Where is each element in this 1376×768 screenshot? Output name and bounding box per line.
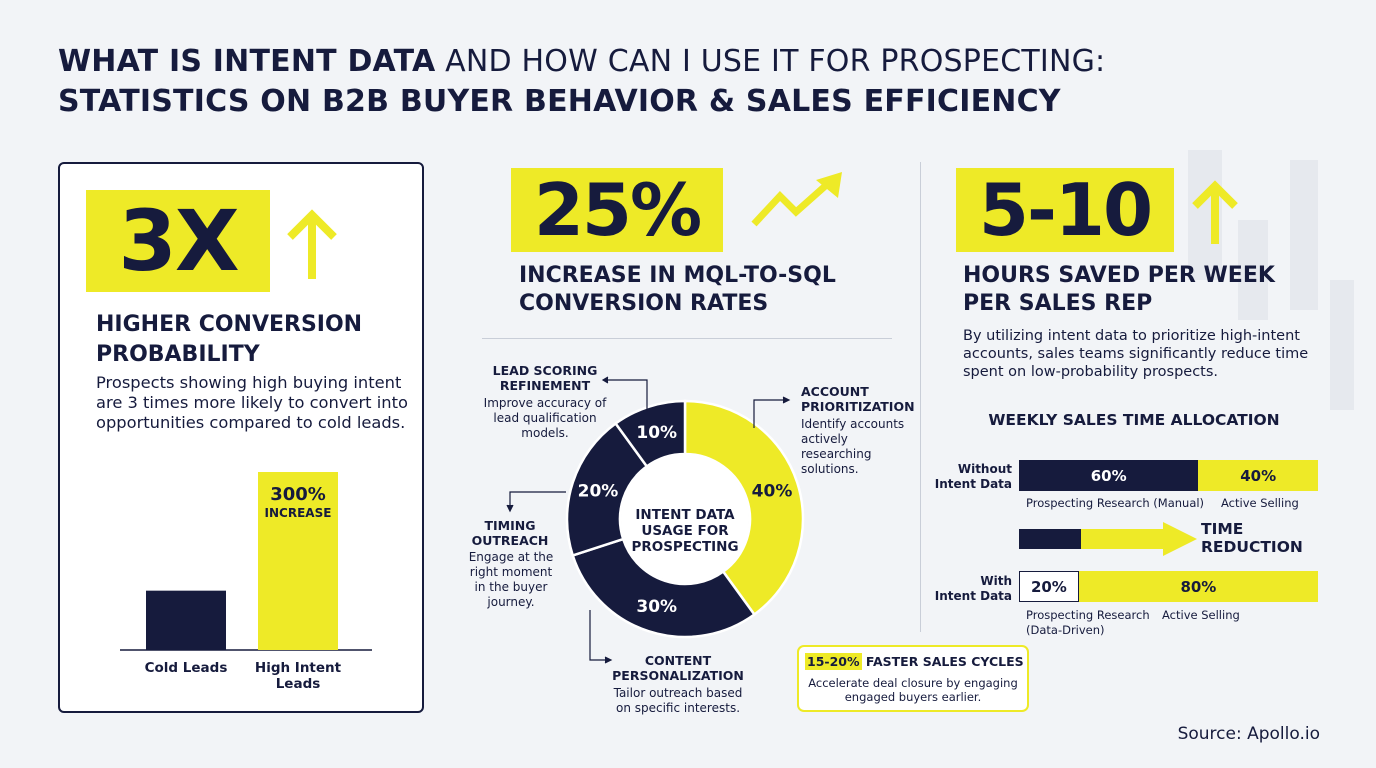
page-title: WHAT IS INTENT DATA AND HOW CAN I USE IT… — [58, 44, 1106, 119]
callout-connectors — [506, 376, 791, 664]
bar-2 — [258, 472, 338, 650]
stat-5-10-value: 5-10 — [956, 168, 1174, 252]
stat-25-heading: INCREASE IN MQL-TO-SQL CONVERSION RATES — [519, 263, 836, 316]
bar-category-label: Cold Leads — [145, 660, 228, 676]
source-label: Source: Apollo.io — [1177, 724, 1320, 744]
bar-category-label: Leads — [276, 676, 321, 692]
donut-value-label: 20% — [578, 482, 619, 502]
faster-sales-heading: 15-20% FASTER SALES CYCLES — [805, 653, 1024, 670]
stat-3x-heading: HIGHER CONVERSION PROBABILITY — [96, 312, 363, 367]
weekly-allocation-title: WEEKLY SALES TIME ALLOCATION — [988, 411, 1280, 429]
background-candle — [1330, 280, 1354, 410]
stacked-segment: 60% — [1019, 460, 1199, 491]
donut-center — [621, 455, 749, 583]
donut-slice-content — [571, 537, 757, 639]
time-reduction-arrow-icon — [1019, 522, 1197, 556]
donut-slice-lead-scoring — [613, 399, 687, 469]
background-candle — [1238, 220, 1268, 320]
stat-25-value: 25% — [511, 168, 723, 252]
donut-value-label: 10% — [636, 423, 677, 443]
with-sub-selling: Active Selling — [1162, 608, 1240, 622]
up-arrow-icon — [1192, 180, 1238, 244]
faster-sales-description: Accelerate deal closure by engaging enga… — [808, 676, 1018, 704]
bar-1 — [146, 590, 226, 650]
stacked-segment: 40% — [1198, 460, 1318, 491]
bar-increase-label: INCREASE — [265, 506, 332, 520]
stat-5-10-heading: HOURS SAVED PER WEEK PER SALES REP — [963, 263, 1275, 316]
column-divider — [920, 162, 921, 632]
donut-center-label: INTENT DATA USAGE FOR PROSPECTING — [631, 507, 739, 555]
stacked-segment: 80% — [1078, 571, 1318, 602]
without-intent-label: Without Intent Data — [934, 462, 1012, 491]
bar-value-label: 300% — [270, 484, 326, 505]
donut-slice-account — [683, 399, 805, 617]
up-arrow-icon — [287, 209, 337, 279]
stat-3x-description: Prospects showing high buying intent are… — [96, 373, 408, 432]
section-divider — [482, 338, 892, 339]
without-sub-research: Prospecting Research (Manual) — [1026, 496, 1205, 510]
stat-5-10-description: By utilizing intent data to prioritize h… — [963, 328, 1309, 380]
stacked-segment: 20% — [1019, 571, 1079, 602]
donut-value-label: 30% — [636, 597, 677, 617]
intent-data-usage-donut: 40% 30% 20% 10% — [565, 399, 805, 639]
with-sub-research: Prospecting Research (Data-Driven) — [1026, 608, 1150, 637]
background-candle — [1290, 160, 1318, 310]
without-sub-selling: Active Selling — [1221, 496, 1299, 510]
with-intent-label: With Intent Data — [934, 574, 1012, 603]
bar-category-label: High Intent — [255, 660, 342, 676]
donut-value-label: 40% — [752, 482, 793, 502]
stat-3x-value: 3X — [86, 190, 270, 292]
time-reduction-label: TIME REDUCTION — [1201, 520, 1303, 556]
trend-up-arrow-icon — [751, 172, 842, 227]
